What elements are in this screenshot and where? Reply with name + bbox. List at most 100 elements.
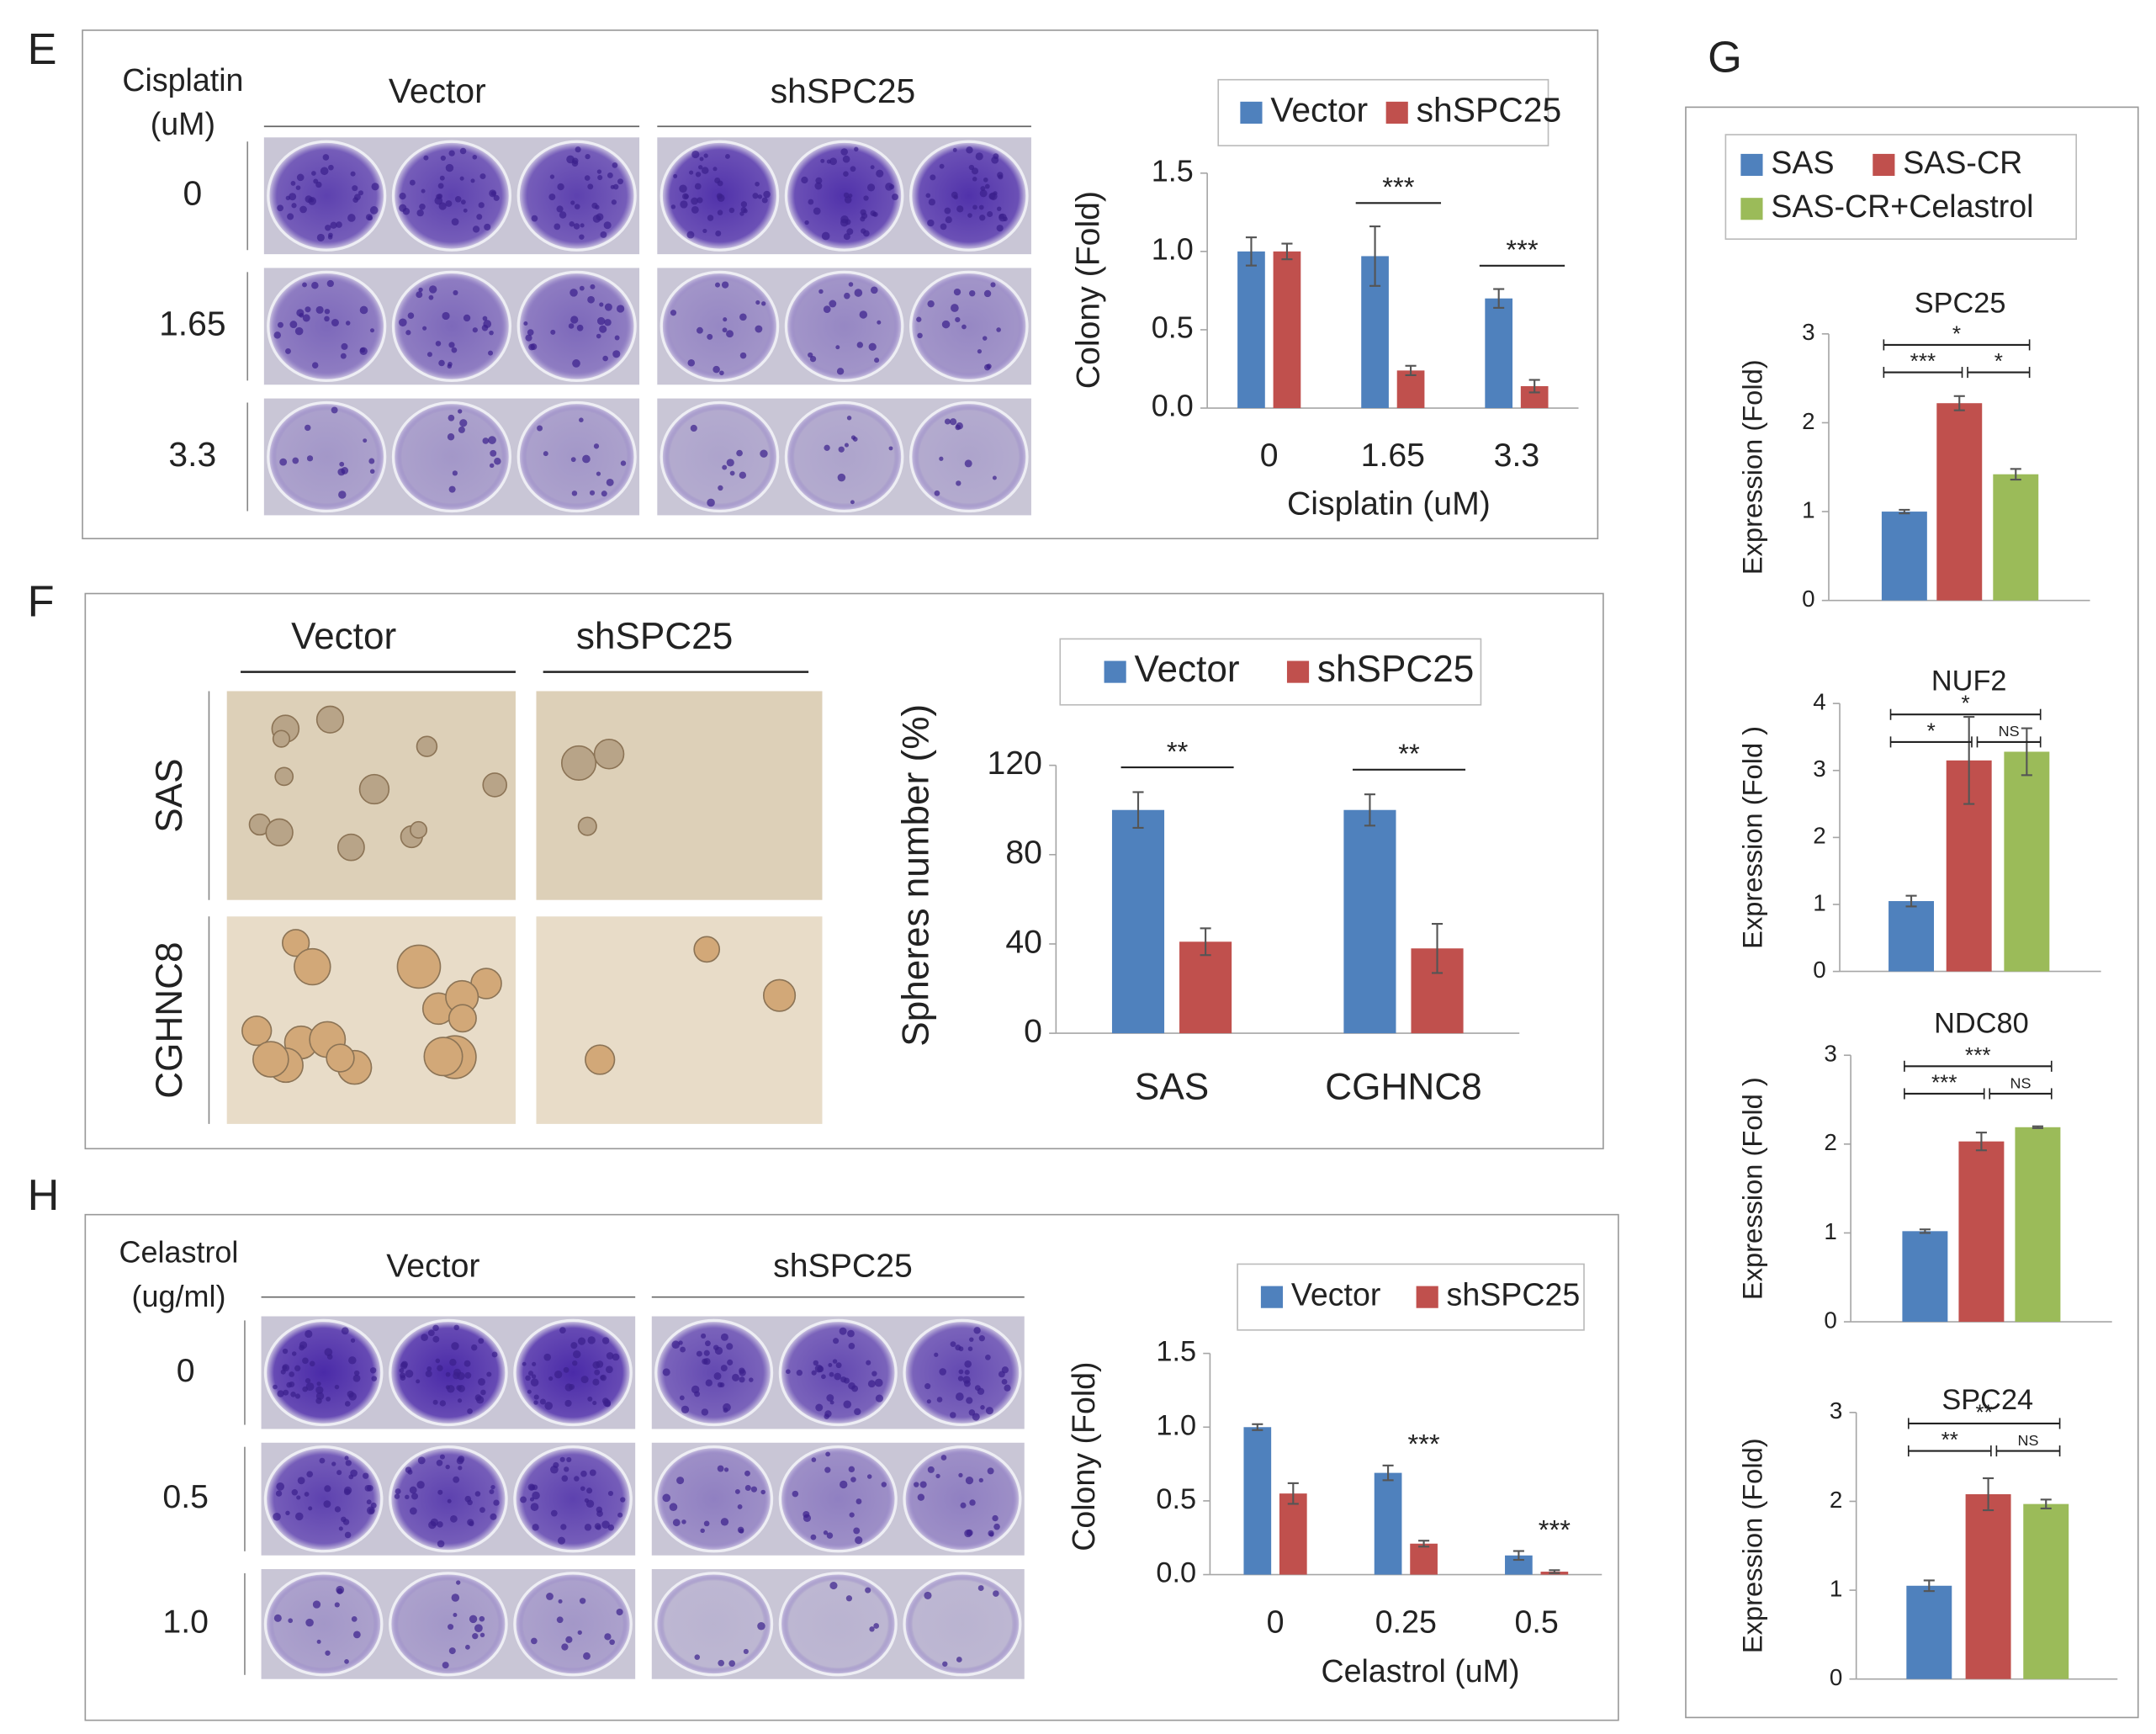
panel-letter: G bbox=[1708, 34, 1742, 82]
colony bbox=[309, 1360, 315, 1367]
colony bbox=[445, 163, 454, 172]
colony bbox=[577, 1337, 586, 1345]
colony bbox=[290, 1392, 296, 1397]
colony bbox=[367, 215, 373, 221]
colony bbox=[851, 1385, 859, 1392]
colony bbox=[286, 1381, 293, 1388]
legend-label: shSPC25 bbox=[1447, 1277, 1581, 1312]
colony bbox=[465, 1644, 470, 1650]
colony bbox=[416, 209, 424, 217]
colony bbox=[823, 305, 831, 313]
colony bbox=[705, 1340, 711, 1347]
colony bbox=[530, 1378, 539, 1387]
colony bbox=[607, 1490, 614, 1497]
colony bbox=[828, 1363, 833, 1367]
colony bbox=[299, 205, 307, 214]
colony bbox=[484, 223, 491, 231]
colony bbox=[359, 305, 368, 315]
dish bbox=[778, 1445, 898, 1553]
colony bbox=[876, 169, 884, 178]
colony bbox=[871, 1371, 877, 1376]
colony bbox=[409, 1507, 417, 1515]
colony bbox=[469, 1520, 474, 1527]
error-bar bbox=[1281, 242, 1293, 261]
colony bbox=[432, 1399, 438, 1405]
colony bbox=[833, 1338, 840, 1344]
colony bbox=[479, 1632, 485, 1638]
colony bbox=[453, 289, 458, 295]
colony bbox=[996, 225, 1004, 232]
colony bbox=[856, 342, 864, 348]
colony bbox=[437, 1540, 445, 1548]
colony bbox=[580, 1470, 587, 1477]
colony bbox=[612, 350, 621, 358]
colony bbox=[723, 1408, 728, 1413]
legend-label: SAS-CR bbox=[1903, 145, 2022, 180]
colony bbox=[815, 177, 823, 184]
colony bbox=[978, 1335, 985, 1342]
error-bar bbox=[1431, 923, 1444, 974]
y-tick-label: 3 bbox=[1824, 1041, 1836, 1067]
significance: NS bbox=[1999, 723, 2020, 740]
colony bbox=[821, 231, 830, 241]
colony bbox=[533, 1394, 539, 1400]
panel-letter: E bbox=[28, 25, 57, 74]
colony bbox=[914, 1482, 919, 1487]
colony bbox=[603, 221, 612, 230]
colony bbox=[941, 320, 951, 329]
colony bbox=[707, 215, 714, 221]
colony bbox=[670, 204, 676, 209]
colony bbox=[662, 1493, 671, 1503]
x-tick-label: 0.5 bbox=[1515, 1604, 1559, 1639]
colony bbox=[347, 214, 356, 222]
legend-label: shSPC25 bbox=[1317, 649, 1474, 690]
colony bbox=[525, 334, 532, 342]
colony bbox=[416, 1481, 425, 1489]
error-bar bbox=[1528, 379, 1540, 394]
colony bbox=[296, 1495, 301, 1500]
y-tick-label: 2 bbox=[1824, 1129, 1836, 1155]
colony bbox=[440, 155, 446, 162]
colony bbox=[720, 1333, 728, 1341]
colony bbox=[843, 233, 850, 241]
colony bbox=[852, 437, 858, 442]
colony bbox=[564, 1466, 569, 1472]
colony bbox=[979, 189, 988, 198]
colony bbox=[458, 409, 463, 414]
colony bbox=[843, 192, 850, 199]
colony bbox=[866, 1474, 872, 1479]
colony bbox=[676, 1477, 685, 1485]
colony bbox=[694, 183, 702, 190]
colony bbox=[334, 1506, 342, 1513]
y-tick-label: 0 bbox=[1802, 586, 1814, 612]
sphere bbox=[396, 944, 442, 989]
x-tick-label: 0.25 bbox=[1375, 1604, 1437, 1639]
colony bbox=[291, 203, 297, 209]
sphere bbox=[482, 772, 507, 798]
significance: *** bbox=[1539, 1514, 1571, 1545]
colony bbox=[739, 471, 747, 480]
colony bbox=[838, 446, 845, 453]
colony bbox=[590, 284, 596, 289]
colony bbox=[601, 491, 607, 497]
colony bbox=[982, 336, 988, 341]
colony bbox=[305, 306, 311, 313]
colony bbox=[491, 1351, 498, 1358]
y-tick-label: 3 bbox=[1830, 1397, 1842, 1424]
colony bbox=[916, 316, 922, 322]
colony bbox=[958, 1369, 964, 1375]
colony bbox=[486, 1371, 492, 1377]
panel-frame bbox=[1685, 106, 2139, 1719]
colony bbox=[945, 216, 952, 224]
colony bbox=[844, 292, 850, 300]
colony bbox=[958, 1472, 963, 1478]
colony bbox=[351, 1616, 358, 1622]
colony bbox=[432, 1335, 440, 1343]
colony bbox=[532, 1361, 537, 1366]
colony bbox=[493, 1499, 500, 1506]
colony bbox=[829, 1400, 834, 1405]
colony bbox=[585, 153, 591, 160]
plate-title: Cisplatin bbox=[122, 62, 243, 98]
colony bbox=[359, 347, 368, 356]
colony bbox=[750, 1486, 758, 1493]
